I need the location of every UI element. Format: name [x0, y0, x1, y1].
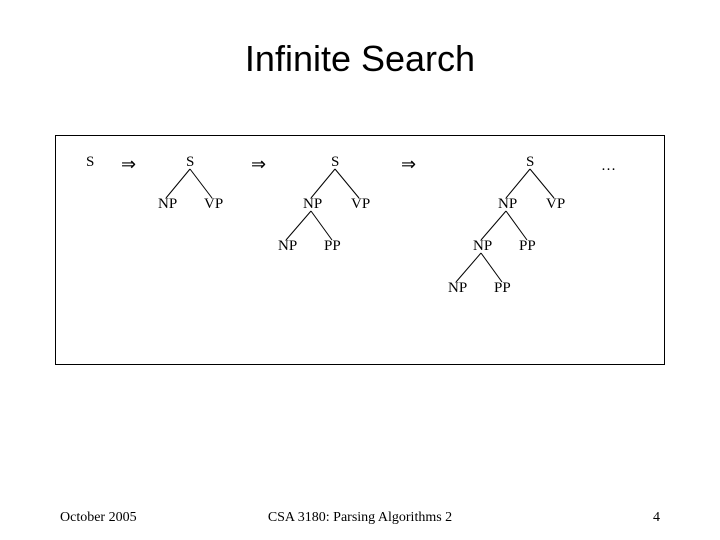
derives-arrow: ⇒: [121, 154, 136, 175]
tree-node: S: [331, 154, 339, 171]
ellipsis: …: [601, 158, 616, 175]
tree-node: VP: [546, 196, 565, 213]
tree-node: S: [86, 154, 94, 171]
derives-arrow: ⇒: [251, 154, 266, 175]
tree-node: S: [186, 154, 194, 171]
derives-arrow: ⇒: [401, 154, 416, 175]
diagram-box: S S NP VP S NP VP NP PP S NP VP NP PP NP PP ⇒ ⇒ ⇒ …: [55, 135, 665, 365]
tree-node: NP: [448, 280, 467, 297]
tree-node: PP: [519, 238, 536, 255]
tree-node: NP: [278, 238, 297, 255]
footer-page-number: 4: [653, 510, 660, 526]
tree-node: VP: [204, 196, 223, 213]
tree-node: NP: [158, 196, 177, 213]
tree-node: NP: [473, 238, 492, 255]
slide: Infinite Search S S NP VP S NP VP NP PP S NP VP NP PP…: [0, 0, 720, 540]
slide-title: Infinite Search: [0, 38, 720, 80]
tree-node: S: [526, 154, 534, 171]
tree-node: PP: [324, 238, 341, 255]
tree-node: VP: [351, 196, 370, 213]
tree-node: NP: [498, 196, 517, 213]
tree-node: PP: [494, 280, 511, 297]
tree-node: NP: [303, 196, 322, 213]
tree-edges-svg: [56, 136, 666, 366]
footer-course: CSA 3180: Parsing Algorithms 2: [0, 510, 720, 526]
